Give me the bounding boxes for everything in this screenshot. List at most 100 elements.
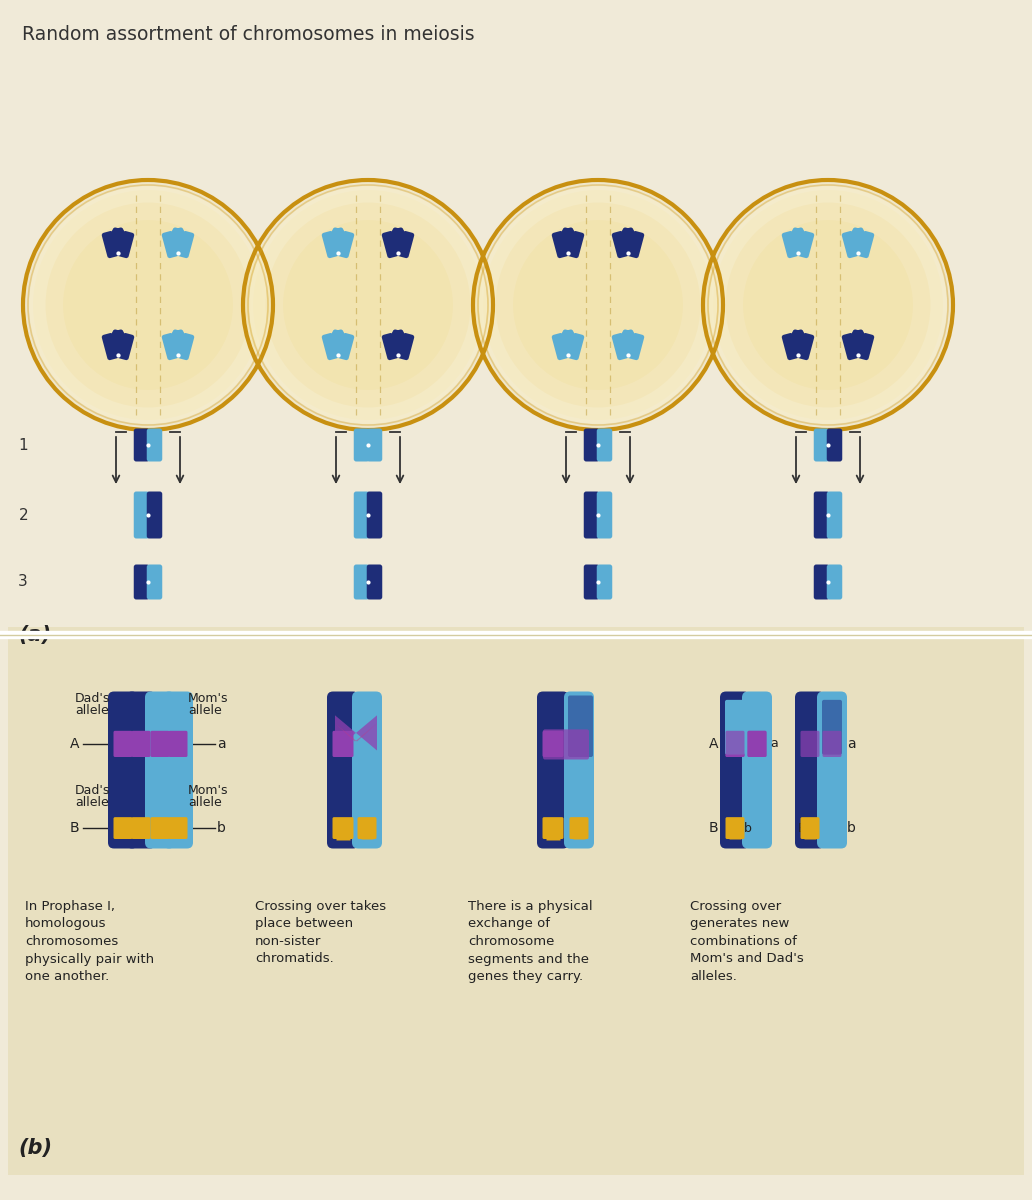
- FancyBboxPatch shape: [147, 428, 162, 462]
- Ellipse shape: [29, 186, 266, 424]
- FancyBboxPatch shape: [387, 228, 405, 254]
- FancyBboxPatch shape: [596, 564, 612, 600]
- Ellipse shape: [243, 180, 493, 430]
- FancyBboxPatch shape: [627, 230, 644, 258]
- FancyBboxPatch shape: [392, 330, 409, 356]
- FancyBboxPatch shape: [397, 230, 414, 258]
- FancyBboxPatch shape: [162, 230, 179, 258]
- FancyBboxPatch shape: [397, 332, 414, 360]
- Text: In Prophase I,
homologous
chromosomes
physically pair with
one another.: In Prophase I, homologous chromosomes ph…: [25, 900, 154, 983]
- Ellipse shape: [483, 190, 713, 420]
- FancyBboxPatch shape: [612, 230, 628, 258]
- Ellipse shape: [713, 190, 943, 420]
- FancyBboxPatch shape: [354, 428, 369, 462]
- FancyBboxPatch shape: [798, 332, 814, 360]
- FancyBboxPatch shape: [172, 330, 189, 356]
- FancyBboxPatch shape: [108, 691, 138, 848]
- FancyBboxPatch shape: [570, 817, 588, 839]
- Text: allele: allele: [75, 797, 108, 810]
- Text: Crossing over
generates new
combinations of
Mom's and Dad's
alleles.: Crossing over generates new combinations…: [690, 900, 804, 983]
- Text: B: B: [69, 821, 79, 835]
- FancyBboxPatch shape: [107, 228, 124, 254]
- FancyBboxPatch shape: [327, 691, 359, 848]
- FancyBboxPatch shape: [617, 228, 634, 254]
- FancyBboxPatch shape: [798, 230, 814, 258]
- Text: Mom's: Mom's: [188, 784, 228, 797]
- FancyBboxPatch shape: [167, 330, 184, 356]
- FancyBboxPatch shape: [118, 230, 134, 258]
- FancyBboxPatch shape: [392, 228, 409, 254]
- FancyBboxPatch shape: [817, 691, 847, 848]
- FancyBboxPatch shape: [111, 228, 129, 254]
- FancyBboxPatch shape: [568, 230, 584, 258]
- FancyBboxPatch shape: [747, 731, 767, 757]
- FancyBboxPatch shape: [858, 230, 874, 258]
- Ellipse shape: [709, 186, 946, 424]
- FancyBboxPatch shape: [858, 332, 874, 360]
- Ellipse shape: [495, 203, 701, 408]
- FancyBboxPatch shape: [568, 696, 593, 757]
- FancyBboxPatch shape: [131, 817, 151, 839]
- FancyBboxPatch shape: [622, 228, 639, 254]
- FancyBboxPatch shape: [851, 330, 869, 356]
- FancyBboxPatch shape: [134, 428, 150, 462]
- Text: A: A: [709, 737, 718, 751]
- FancyBboxPatch shape: [823, 731, 841, 757]
- FancyBboxPatch shape: [827, 428, 842, 462]
- FancyBboxPatch shape: [543, 730, 589, 760]
- FancyBboxPatch shape: [851, 228, 869, 254]
- FancyBboxPatch shape: [584, 492, 600, 539]
- FancyBboxPatch shape: [787, 330, 804, 356]
- FancyBboxPatch shape: [781, 332, 799, 360]
- FancyBboxPatch shape: [382, 332, 398, 360]
- FancyBboxPatch shape: [352, 691, 382, 848]
- FancyBboxPatch shape: [801, 817, 819, 839]
- FancyBboxPatch shape: [557, 330, 574, 356]
- Ellipse shape: [513, 220, 683, 390]
- FancyBboxPatch shape: [8, 626, 1024, 1175]
- FancyBboxPatch shape: [720, 691, 750, 848]
- FancyBboxPatch shape: [337, 230, 354, 258]
- FancyBboxPatch shape: [814, 492, 830, 539]
- FancyBboxPatch shape: [842, 230, 859, 258]
- Ellipse shape: [45, 203, 251, 408]
- Ellipse shape: [253, 190, 483, 420]
- FancyBboxPatch shape: [366, 564, 382, 600]
- FancyBboxPatch shape: [627, 332, 644, 360]
- FancyBboxPatch shape: [168, 817, 188, 839]
- FancyBboxPatch shape: [354, 564, 369, 600]
- Text: allele: allele: [188, 704, 222, 718]
- FancyBboxPatch shape: [327, 330, 344, 356]
- FancyBboxPatch shape: [842, 332, 859, 360]
- FancyBboxPatch shape: [847, 228, 864, 254]
- FancyBboxPatch shape: [178, 332, 194, 360]
- Ellipse shape: [283, 220, 453, 390]
- FancyBboxPatch shape: [801, 731, 819, 757]
- FancyBboxPatch shape: [568, 332, 584, 360]
- FancyBboxPatch shape: [781, 230, 799, 258]
- Text: A: A: [731, 737, 740, 750]
- FancyBboxPatch shape: [622, 330, 639, 356]
- FancyBboxPatch shape: [596, 428, 612, 462]
- FancyBboxPatch shape: [322, 230, 338, 258]
- Text: Random assortment of chromosomes in meiosis: Random assortment of chromosomes in meio…: [22, 25, 475, 44]
- FancyBboxPatch shape: [557, 228, 574, 254]
- FancyBboxPatch shape: [552, 332, 569, 360]
- FancyBboxPatch shape: [827, 492, 842, 539]
- Text: 2: 2: [19, 508, 28, 522]
- FancyBboxPatch shape: [134, 492, 150, 539]
- FancyBboxPatch shape: [795, 691, 825, 848]
- FancyBboxPatch shape: [172, 228, 189, 254]
- FancyBboxPatch shape: [337, 332, 354, 360]
- Ellipse shape: [33, 190, 263, 420]
- FancyBboxPatch shape: [327, 228, 344, 254]
- Text: a: a: [847, 737, 856, 751]
- Text: A: A: [69, 737, 79, 751]
- FancyBboxPatch shape: [168, 731, 188, 757]
- FancyBboxPatch shape: [102, 332, 119, 360]
- FancyBboxPatch shape: [561, 228, 579, 254]
- Text: b: b: [847, 821, 856, 835]
- FancyBboxPatch shape: [366, 492, 382, 539]
- FancyBboxPatch shape: [163, 691, 193, 848]
- FancyBboxPatch shape: [178, 230, 194, 258]
